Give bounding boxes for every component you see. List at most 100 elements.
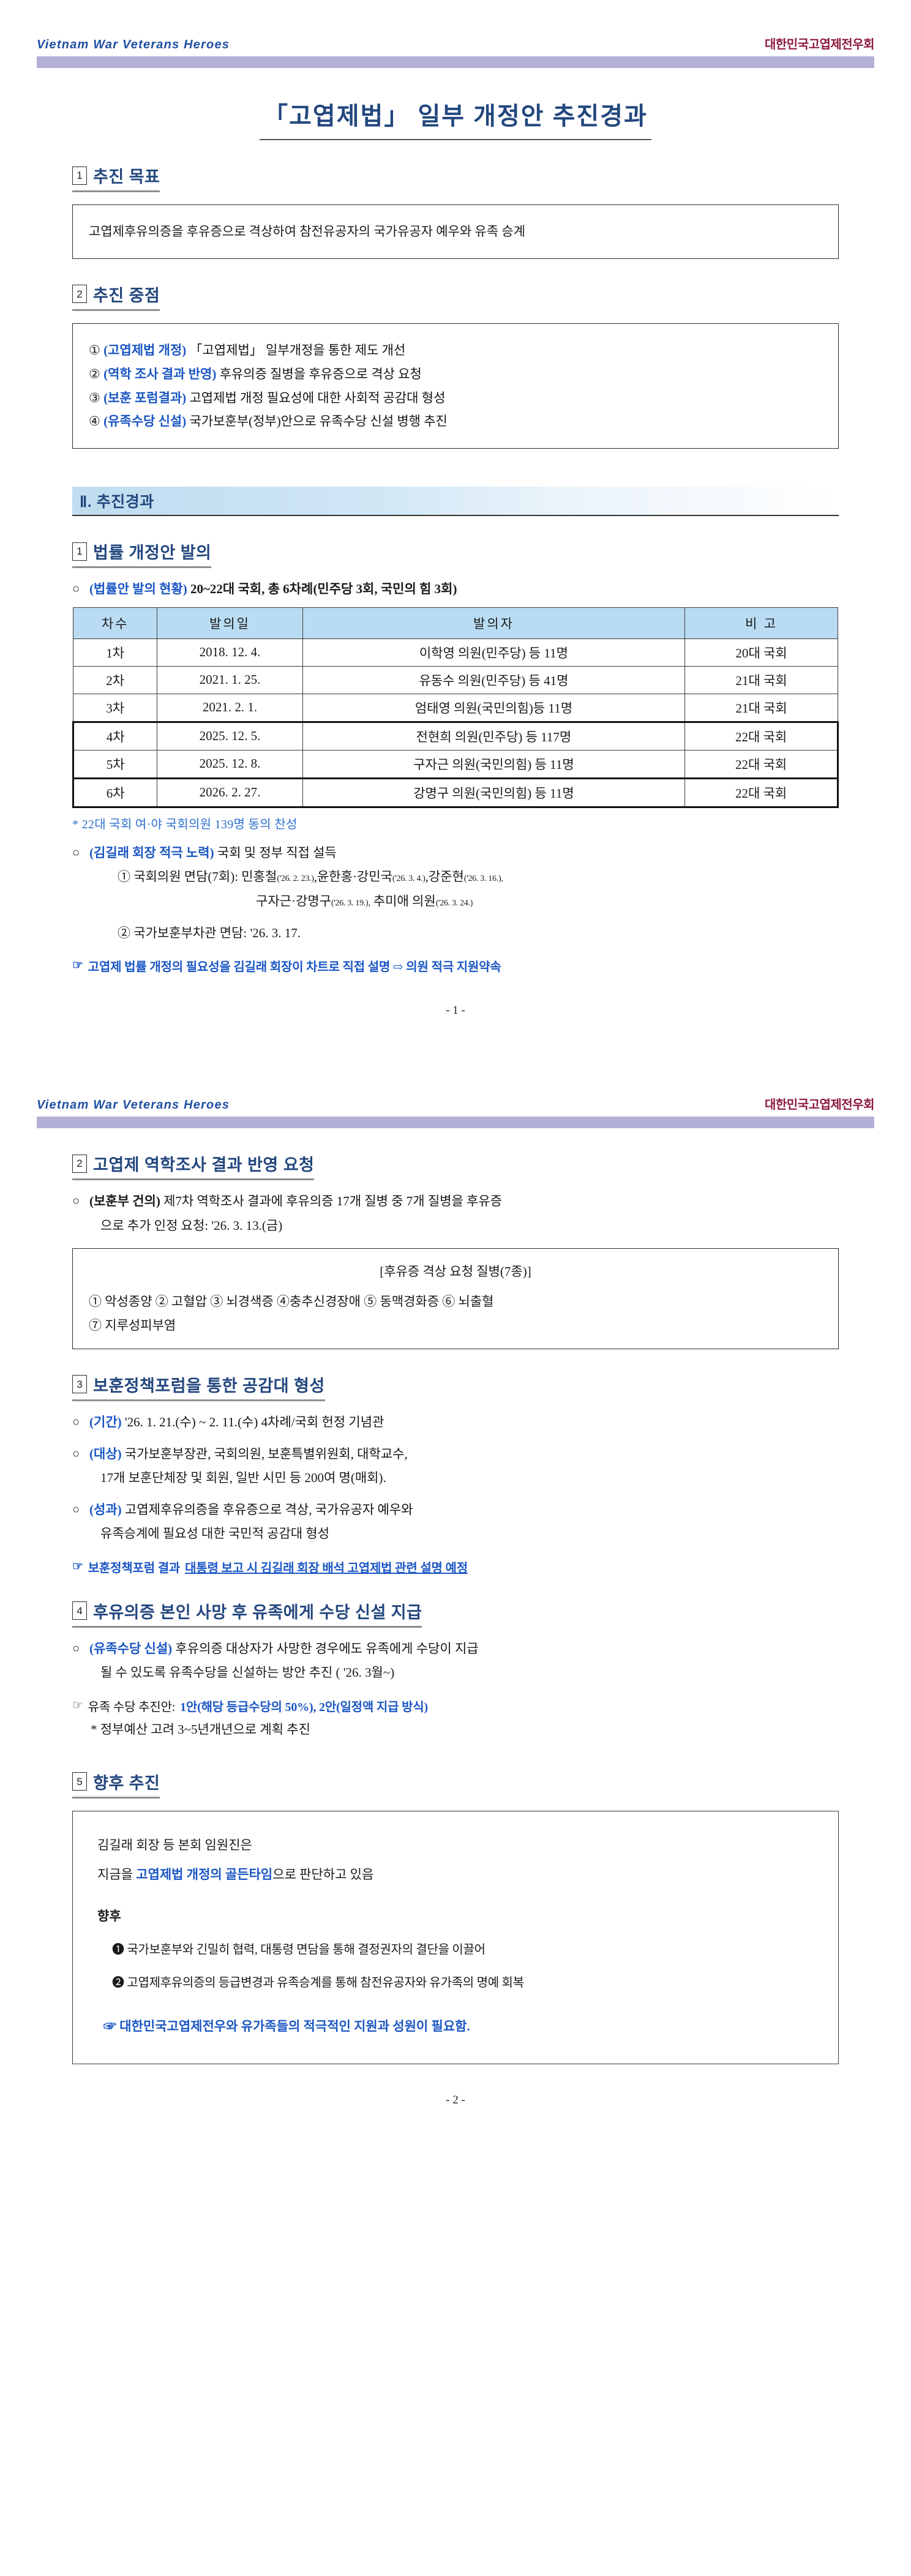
sub-date-4: ('26. 3. 19.), bbox=[331, 899, 370, 908]
bullet-mark: ○ bbox=[72, 582, 80, 596]
bullet-label: (법률안 발의 현황) bbox=[89, 582, 187, 597]
sub-text-3: ,강준현 bbox=[425, 869, 464, 885]
bullet-body: (성과) 고엽제후유의증을 후유증으로 격상, 국가유공자 예우와 bbox=[89, 1500, 839, 1521]
section-forum-title: 보훈정책포럼을 통한 공감대 형성 bbox=[93, 1376, 325, 1395]
pointing-hand-icon: ☞ bbox=[103, 2018, 116, 2034]
section-epidemiology: 2 고엽제 역학조사 결과 반영 요청 ○ (보훈부 건의) 제7차 역학조사 … bbox=[72, 1128, 839, 1349]
sub-text-4: 구자근·강명구 bbox=[256, 894, 331, 908]
cell-date: 2021. 1. 25. bbox=[157, 665, 303, 694]
section-bill: 1 법률 개정안 발의 ○ (법률안 발의 현황) 20~22대 국회, 총 6… bbox=[72, 516, 839, 975]
allowance-plan-note: ☞ 유족 수당 추진안: 1안(해당 등급수당의 50%), 2안(일정액 지급… bbox=[72, 1697, 839, 1715]
meeting-item-1: ① 국회의원 면담(7회): 민홍철('26. 2. 23.),윤한홍·강민국(… bbox=[72, 867, 839, 888]
section-future-title: 향후 추진 bbox=[93, 1773, 160, 1792]
th-date: 발의일 bbox=[157, 607, 303, 639]
section-forum-number: 3 bbox=[72, 1375, 87, 1394]
focus-item-marker: ① bbox=[89, 342, 100, 358]
sub-marker: ① bbox=[118, 869, 130, 885]
th-proposer: 발의자 bbox=[302, 607, 686, 639]
focus-item-label: (고엽제법 개정) bbox=[103, 342, 187, 358]
bullet-text: 제7차 역학조사 결과에 후유의증 17개 질병 중 7개 질병을 후유증 bbox=[163, 1194, 503, 1209]
brand-right: 대한민국고엽제전우회 bbox=[765, 1098, 875, 1112]
pointing-hand-icon: ☞ bbox=[72, 959, 83, 973]
cell-date: 2025. 12. 5. bbox=[157, 721, 303, 751]
future-closing: ☞ 대한민국고엽제전우와 유가족들의 적극적인 지원과 성원이 필요함. bbox=[97, 2013, 814, 2039]
epi-request-bullet: ○ (보훈부 건의) 제7차 역학조사 결과에 후유의증 17개 질병 중 7개… bbox=[72, 1191, 839, 1212]
section-forum-heading: 3 보훈정책포럼을 통한 공감대 형성 bbox=[72, 1372, 325, 1401]
section-forum-underline bbox=[72, 1399, 325, 1401]
title-block: 「고엽제법」 일부 개정안 추진경과 bbox=[0, 96, 911, 140]
th-remarks: 비 고 bbox=[684, 607, 838, 639]
table-row-highlighted: 4차 2025. 12. 5. 전현희 의원(민주당) 등 117명 22대 국… bbox=[72, 721, 839, 751]
future-item-2-text: 고엽제후유의증의 등급변경과 유족승계를 통해 참전유공자와 유가족의 명예 회… bbox=[127, 1975, 524, 1990]
cell-remarks: 21대 국회 bbox=[684, 665, 838, 694]
focus-item-label: (보훈 포럼결과) bbox=[103, 390, 187, 405]
bullet-text: 후유의증 대상자가 사망한 경우에도 유족에게 수당이 지급 bbox=[175, 1641, 479, 1656]
focus-item-label: (유족수당 신설) bbox=[103, 414, 187, 429]
section-epi-underline bbox=[72, 1178, 315, 1181]
bullet-label: (김길래 회장 적극 노력) bbox=[89, 845, 214, 860]
brand-right: 대한민국고엽제전우회 bbox=[765, 38, 875, 51]
sub-text: 국가보훈부차관 면담: '26. 3. 17. bbox=[133, 925, 301, 940]
bullet-text: 고엽제후유의증을 후유증으로 격상, 국가유공자 예우와 bbox=[124, 1502, 413, 1517]
focus-item: ① (고엽제법 개정) 「고엽제법」 일부개정을 통한 제도 개선 bbox=[89, 339, 822, 362]
sub-date-3: ('26. 3. 16.), bbox=[463, 874, 503, 884]
allowance-plan-options: 1안(해당 등급수당의 50%), 2안(일정액 지급 방식) bbox=[180, 1701, 428, 1715]
section-future-underline bbox=[72, 1796, 160, 1799]
page-number-1: - 1 - bbox=[446, 1004, 465, 1017]
bullet-label: (기간) bbox=[89, 1414, 122, 1429]
bullet-mark: ○ bbox=[72, 1641, 80, 1655]
cell-date: 2021. 2. 1. bbox=[157, 693, 303, 722]
bullet-mark: ○ bbox=[72, 1502, 80, 1516]
forum-outcome-cont: 유족승계에 필요성 대한 국민적 공감대 형성 bbox=[100, 1526, 330, 1541]
chart-explain-text: 고엽제 법률 개정의 필요성을 김길래 회장이 차트로 직접 설명 ⇨ 의원 적… bbox=[88, 960, 501, 975]
header-row: Vietnam War Veterans Heroes 대한민국고엽제전우회 bbox=[0, 34, 911, 52]
chapter-banner-label: Ⅱ. 추진경과 bbox=[80, 493, 154, 511]
section-future-heading: 5 향후 추진 bbox=[72, 1770, 160, 1799]
section-focus-number: 2 bbox=[72, 285, 87, 304]
section-focus-underline bbox=[72, 309, 160, 311]
sub-date-5: ('26. 3. 24.) bbox=[435, 899, 473, 908]
disease-box-caption: [후유증 격상 요청 질병(7종)] bbox=[380, 1264, 531, 1279]
document-page-1: Vietnam War Veterans Heroes 대한민국고엽제전우회 「… bbox=[0, 0, 911, 1055]
page-separator bbox=[0, 1054, 911, 1089]
bullet-mark: ○ bbox=[72, 1194, 80, 1208]
future-lead-2-highlight: 고엽제법 개정의 골든타임 bbox=[136, 1866, 273, 1882]
section-goal-number: 1 bbox=[72, 166, 87, 185]
future-item-1-marker: ❶ bbox=[112, 1942, 124, 1956]
forum-report-note: ☞ 보훈정책포럼 결과 대통령 보고 시 김길래 회장 배석 고엽제법 관련 설… bbox=[72, 1558, 839, 1576]
bill-status-bullet: ○ (법률안 발의 현황) 20~22대 국회, 총 6차례(민주당 3회, 국… bbox=[72, 579, 839, 600]
bullet-text: 국가보훈부장관, 국회의원, 보훈특별위원회, 대학교수, bbox=[124, 1446, 408, 1461]
header-row: Vietnam War Veterans Heroes 대한민국고엽제전우회 bbox=[0, 1095, 911, 1112]
future-lead-1: 김길래 회장 등 본회 임원진은 bbox=[97, 1837, 252, 1852]
future-box: 김길래 회장 등 본회 임원진은 지금을 고엽제법 개정의 골든타임으로 판단하… bbox=[72, 1810, 839, 2064]
epi-request-cont: 으로 추가 인정 요청: '26. 3. 13.(금) bbox=[100, 1218, 283, 1233]
document-page-2: Vietnam War Veterans Heroes 대한민국고엽제전우회 2… bbox=[0, 1088, 911, 2144]
table-row: 1차 2018. 12. 4. 이학영 의원(민주당) 등 11명 20대 국회 bbox=[72, 638, 838, 667]
cell-date: 2018. 12. 4. bbox=[157, 638, 303, 667]
goal-text: 고엽제후유의증을 후유증으로 격상하여 참전유공자의 국가유공자 예우와 유족 … bbox=[89, 224, 525, 239]
focus-item: ③ (보훈 포럼결과) 고엽제법 개정 필요성에 대한 사회적 공감대 형성 bbox=[89, 386, 822, 410]
bullet-mark: ○ bbox=[72, 1447, 80, 1461]
section-goal-heading: 1 추진 목표 bbox=[72, 163, 160, 192]
bullet-text: '26. 1. 21.(수) ~ 2. 11.(수) 4차례/국회 헌정 기념관 bbox=[124, 1414, 384, 1429]
cell-proposer: 전현희 의원(민주당) 등 117명 bbox=[302, 721, 686, 751]
section-bill-number: 1 bbox=[72, 542, 87, 561]
section-future-number: 5 bbox=[72, 1772, 87, 1791]
bullet-mark: ○ bbox=[72, 1415, 80, 1429]
sub-text: 국회의원 면담(7회): 민홍철 bbox=[133, 869, 277, 885]
cell-date: 2025. 12. 8. bbox=[157, 749, 303, 779]
future-lead-2-c: 으로 판단하고 있음 bbox=[272, 1866, 374, 1882]
sub-text-2: ,윤한홍·강민국 bbox=[313, 869, 392, 885]
section-goal-underline bbox=[72, 190, 160, 192]
focus-item-text: 국가보훈부(정부)안으로 유족수당 신설 병행 추진 bbox=[189, 414, 448, 429]
cell-order: 6차 bbox=[72, 777, 158, 808]
focus-item: ② (역학 조사 결과 반영) 후유의증 질병을 후유증으로 격상 요청 bbox=[89, 362, 822, 386]
chairman-effort-bullet: ○ (김길래 회장 적극 노력) 국회 및 정부 직접 설득 bbox=[72, 843, 839, 864]
bullet-label: (유족수당 신설) bbox=[89, 1641, 173, 1656]
bullet-text: 국회 및 정부 직접 설득 bbox=[217, 845, 337, 860]
chart-explain-note: ☞ 고엽제 법률 개정의 필요성을 김길래 회장이 차트로 직접 설명 ⇨ 의원… bbox=[72, 957, 839, 975]
bullet-body: (기간) '26. 1. 21.(수) ~ 2. 11.(수) 4차례/국회 헌… bbox=[89, 1412, 839, 1433]
bullet-body: (법률안 발의 현황) 20~22대 국회, 총 6차례(민주당 3회, 국민의… bbox=[89, 579, 839, 600]
cell-proposer: 유동수 의원(민주당) 등 41명 bbox=[302, 665, 686, 694]
page-number-2: - 2 - bbox=[446, 2093, 465, 2106]
